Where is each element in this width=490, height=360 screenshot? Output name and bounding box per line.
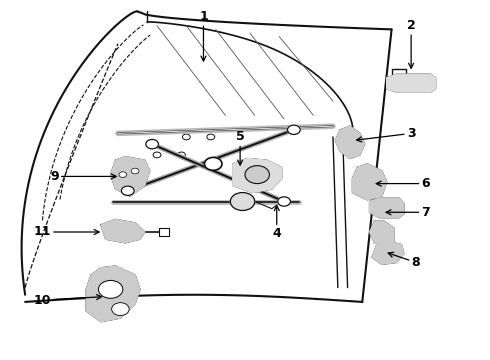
Circle shape <box>98 280 123 298</box>
Polygon shape <box>335 126 365 158</box>
Text: 8: 8 <box>388 252 420 269</box>
Polygon shape <box>369 221 394 246</box>
Text: 11: 11 <box>33 225 99 238</box>
Circle shape <box>112 303 129 316</box>
Polygon shape <box>111 157 150 196</box>
Circle shape <box>131 168 139 174</box>
Text: 10: 10 <box>33 294 101 307</box>
Text: 5: 5 <box>236 130 245 165</box>
Polygon shape <box>369 198 404 218</box>
Text: 1: 1 <box>199 10 208 61</box>
Text: 4: 4 <box>272 206 281 240</box>
Text: 6: 6 <box>376 177 430 190</box>
Circle shape <box>278 197 291 206</box>
Polygon shape <box>101 220 145 243</box>
Polygon shape <box>86 266 140 321</box>
Circle shape <box>122 186 134 195</box>
Polygon shape <box>372 241 404 264</box>
Polygon shape <box>233 158 282 193</box>
Circle shape <box>146 139 159 149</box>
Circle shape <box>204 157 222 170</box>
Circle shape <box>245 166 270 184</box>
Circle shape <box>119 172 127 177</box>
Text: 7: 7 <box>386 206 430 219</box>
Polygon shape <box>352 164 387 200</box>
Text: 2: 2 <box>407 19 416 68</box>
Text: 3: 3 <box>357 127 416 142</box>
Circle shape <box>230 193 255 211</box>
Text: 9: 9 <box>50 170 116 183</box>
Polygon shape <box>387 74 436 92</box>
Circle shape <box>288 125 300 134</box>
